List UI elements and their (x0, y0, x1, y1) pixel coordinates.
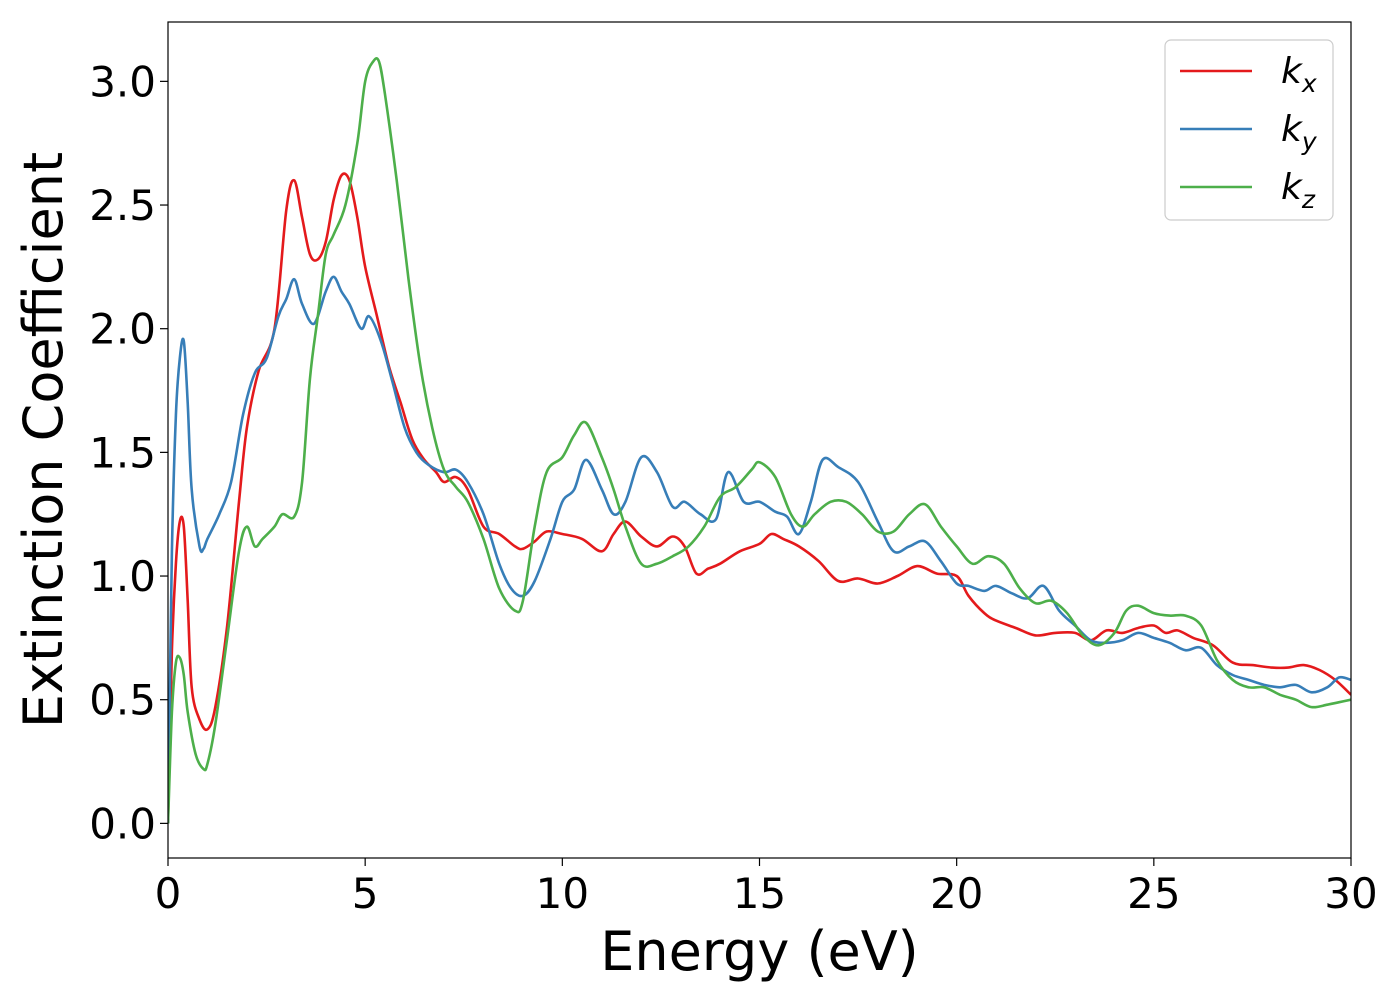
x-tick-label: 10 (536, 869, 589, 918)
x-tick-label: 15 (733, 869, 786, 918)
y-tick-label: 2.0 (89, 305, 156, 354)
y-tick-label: 3.0 (89, 57, 156, 106)
x-axis-title: Energy (eV) (600, 920, 919, 983)
x-tick-label: 20 (930, 869, 983, 918)
legend-label-main: k (1281, 109, 1304, 150)
x-tick-label: 25 (1127, 869, 1180, 918)
legend-label-main: k (1281, 167, 1304, 208)
y-axis-title: Extinction Coefficient (12, 152, 75, 728)
legend-label-subscript: z (1301, 185, 1316, 214)
legend-entry-y: ky (1180, 109, 1318, 156)
series-layer (168, 57, 1351, 824)
legend-label-subscript: x (1301, 69, 1317, 98)
y-tick-label: 1.0 (89, 552, 156, 601)
y-tick-label: 0.0 (89, 799, 156, 848)
legend-entry-z: kz (1180, 167, 1316, 214)
legend-label-main: k (1281, 51, 1304, 92)
y-tick-label: 1.5 (89, 428, 156, 477)
legend-entry-x: kx (1180, 51, 1317, 98)
legend-label: kx (1281, 51, 1317, 98)
x-tick-label: 0 (155, 869, 182, 918)
ticks-layer: 0 5 10 15 20 25 30 0.0 0.5 1.0 1.5 2.0 2.5 3.0 (89, 57, 1378, 918)
legend-label-subscript: y (1301, 127, 1318, 156)
series-line-x (168, 172, 1351, 824)
x-tick-label: 30 (1324, 869, 1377, 918)
legend-label: kz (1281, 167, 1316, 214)
y-tick-label: 2.5 (89, 181, 156, 230)
series-line-y (168, 275, 1351, 824)
x-tick-label: 5 (352, 869, 379, 918)
series-line-z (168, 57, 1351, 824)
y-tick-label: 0.5 (89, 676, 156, 725)
legend-label: ky (1281, 109, 1318, 156)
